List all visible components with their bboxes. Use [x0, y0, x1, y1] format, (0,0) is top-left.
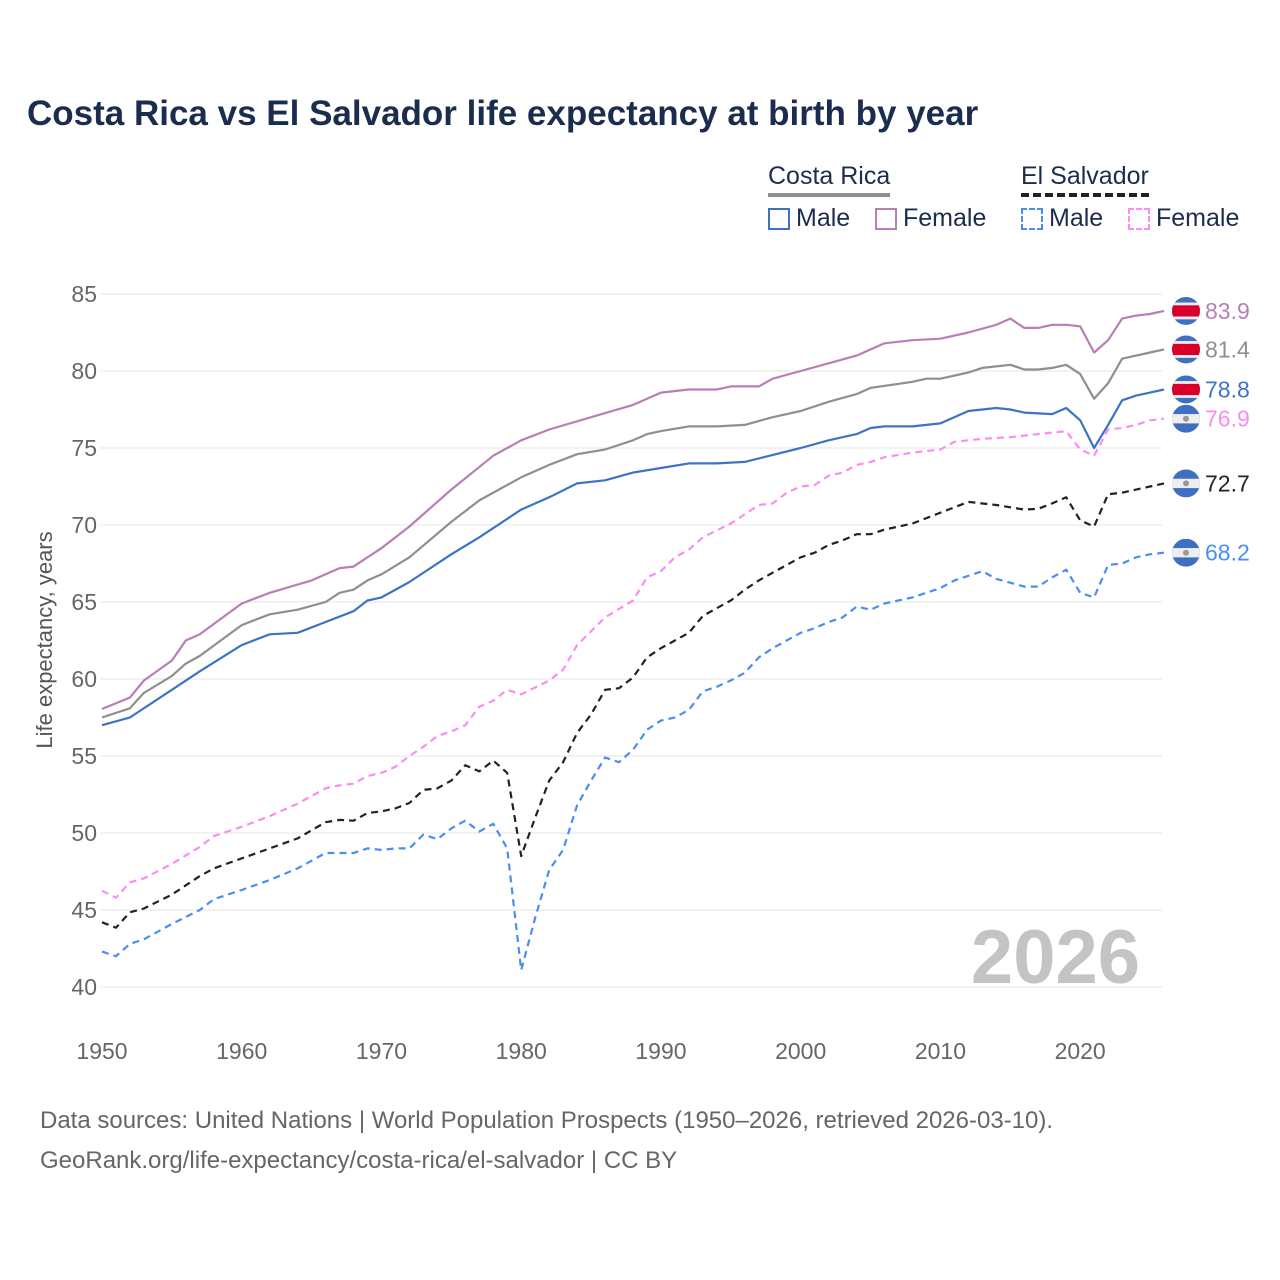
end-value-label: 81.4 [1205, 336, 1250, 362]
end-value-label: 83.9 [1205, 298, 1250, 324]
y-tick-label: 65 [71, 589, 97, 615]
costa-rica-flag-icon [1172, 375, 1200, 404]
x-tick-label: 2010 [915, 1038, 966, 1064]
end-value-label: 78.8 [1205, 376, 1250, 402]
x-tick-label: 1950 [76, 1038, 127, 1064]
end-value-label: 72.7 [1205, 470, 1250, 496]
legend-label: Female [903, 204, 987, 232]
footer-url: GeoRank.org/life-expectancy/costa-rica/e… [40, 1147, 678, 1174]
x-tick-label: 1970 [356, 1038, 407, 1064]
y-tick-label: 45 [71, 897, 97, 923]
legend-item-cr-female: Female [875, 204, 986, 233]
legend-swatch [1128, 207, 1150, 230]
x-tick-label: 1990 [635, 1038, 686, 1064]
x-tick-label: 1980 [496, 1038, 547, 1064]
end-value-label: 68.2 [1205, 540, 1250, 566]
legend-item-es-female: Female [1128, 204, 1239, 233]
end-value-label: 76.9 [1205, 406, 1250, 432]
series-line-costa-rica [101, 348, 1165, 719]
legend-label: Female [1156, 204, 1240, 232]
el-salvador-flag-icon [1172, 538, 1200, 567]
y-tick-label: 80 [71, 358, 97, 384]
series-line-el-salvador-female [101, 417, 1165, 899]
y-tick-label: 70 [71, 512, 97, 538]
costa-rica-flag-icon [1172, 335, 1200, 364]
series-line-costa-rica-female [101, 309, 1165, 711]
y-tick-label: 50 [71, 820, 97, 846]
y-tick-label: 60 [71, 666, 97, 692]
legend-item-cr-male: Male [768, 204, 850, 233]
legend-label: Male [1049, 204, 1104, 232]
x-tick-label: 1960 [216, 1038, 267, 1064]
x-tick-label: 2020 [1055, 1038, 1106, 1064]
legend-label: Male [796, 204, 851, 232]
legend-item-es-male: Male [1021, 204, 1103, 233]
x-tick-label: 2000 [775, 1038, 826, 1064]
chart-title: Costa Rica vs El Salvador life expectanc… [27, 94, 979, 133]
series-line-costa-rica-male [101, 388, 1165, 727]
series-line-el-salvador-male [101, 551, 1165, 972]
y-axis-label: Life expectancy, years [32, 531, 57, 748]
el-salvador-flag-icon [1172, 469, 1200, 498]
y-tick-label: 55 [71, 743, 97, 769]
costa-rica-flag-icon [1172, 296, 1200, 325]
y-tick-label: 85 [71, 281, 97, 307]
footer-sources: Data sources: United Nations | World Pop… [40, 1107, 1054, 1134]
legend-swatch [768, 207, 790, 230]
series-line-el-salvador [101, 482, 1165, 929]
y-tick-label: 75 [71, 435, 97, 461]
legend-group-el-salvador: El Salvador [1021, 162, 1149, 197]
legend-swatch [875, 207, 897, 230]
el-salvador-flag-icon [1172, 404, 1200, 433]
legend-swatch [1021, 207, 1043, 230]
year-watermark: 2026 [971, 915, 1140, 1000]
y-tick-label: 40 [71, 974, 97, 1000]
legend-group-costa-rica: Costa Rica [768, 162, 891, 197]
